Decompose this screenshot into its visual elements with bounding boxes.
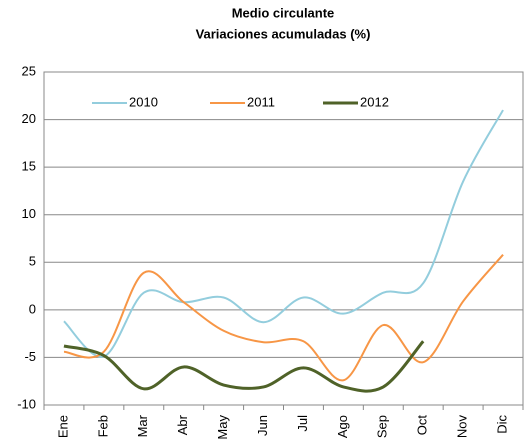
legend-label: 2011 <box>247 94 275 109</box>
plot-border <box>43 71 524 406</box>
y-tick-label: 10 <box>22 206 36 221</box>
x-tick-label: Abr <box>175 414 190 435</box>
legend-label: 2012 <box>360 94 389 109</box>
chart-title: Medio circulante <box>232 5 335 20</box>
x-tick-label: Ago <box>335 415 350 438</box>
series-line <box>63 109 504 358</box>
x-tick-label: Jul <box>295 415 310 432</box>
x-tick-label: Sep <box>375 415 390 438</box>
series-line <box>63 254 504 382</box>
y-tick-label: 15 <box>22 159 36 174</box>
y-tick-label: 20 <box>22 111 36 126</box>
series-line <box>63 340 425 393</box>
legend-label: 2010 <box>129 94 158 109</box>
x-tick-label: Ene <box>55 415 70 438</box>
y-tick-label: 0 <box>29 301 36 316</box>
chart-subtitle: Variaciones acumuladas (%) <box>196 26 371 41</box>
x-tick-label: Jun <box>255 415 270 436</box>
x-tick-label: Nov <box>455 415 470 439</box>
x-tick-label: Dic <box>494 415 509 434</box>
x-tick-label: May <box>215 415 230 440</box>
y-tick-label: 5 <box>29 254 36 269</box>
y-tick-label: -10 <box>17 396 36 411</box>
y-tick-label: -5 <box>24 349 36 364</box>
x-tick-label: Mar <box>135 414 150 437</box>
x-tick-label: Oct <box>415 415 430 436</box>
y-tick-label: 25 <box>22 63 36 78</box>
x-tick-label: Feb <box>95 415 110 437</box>
